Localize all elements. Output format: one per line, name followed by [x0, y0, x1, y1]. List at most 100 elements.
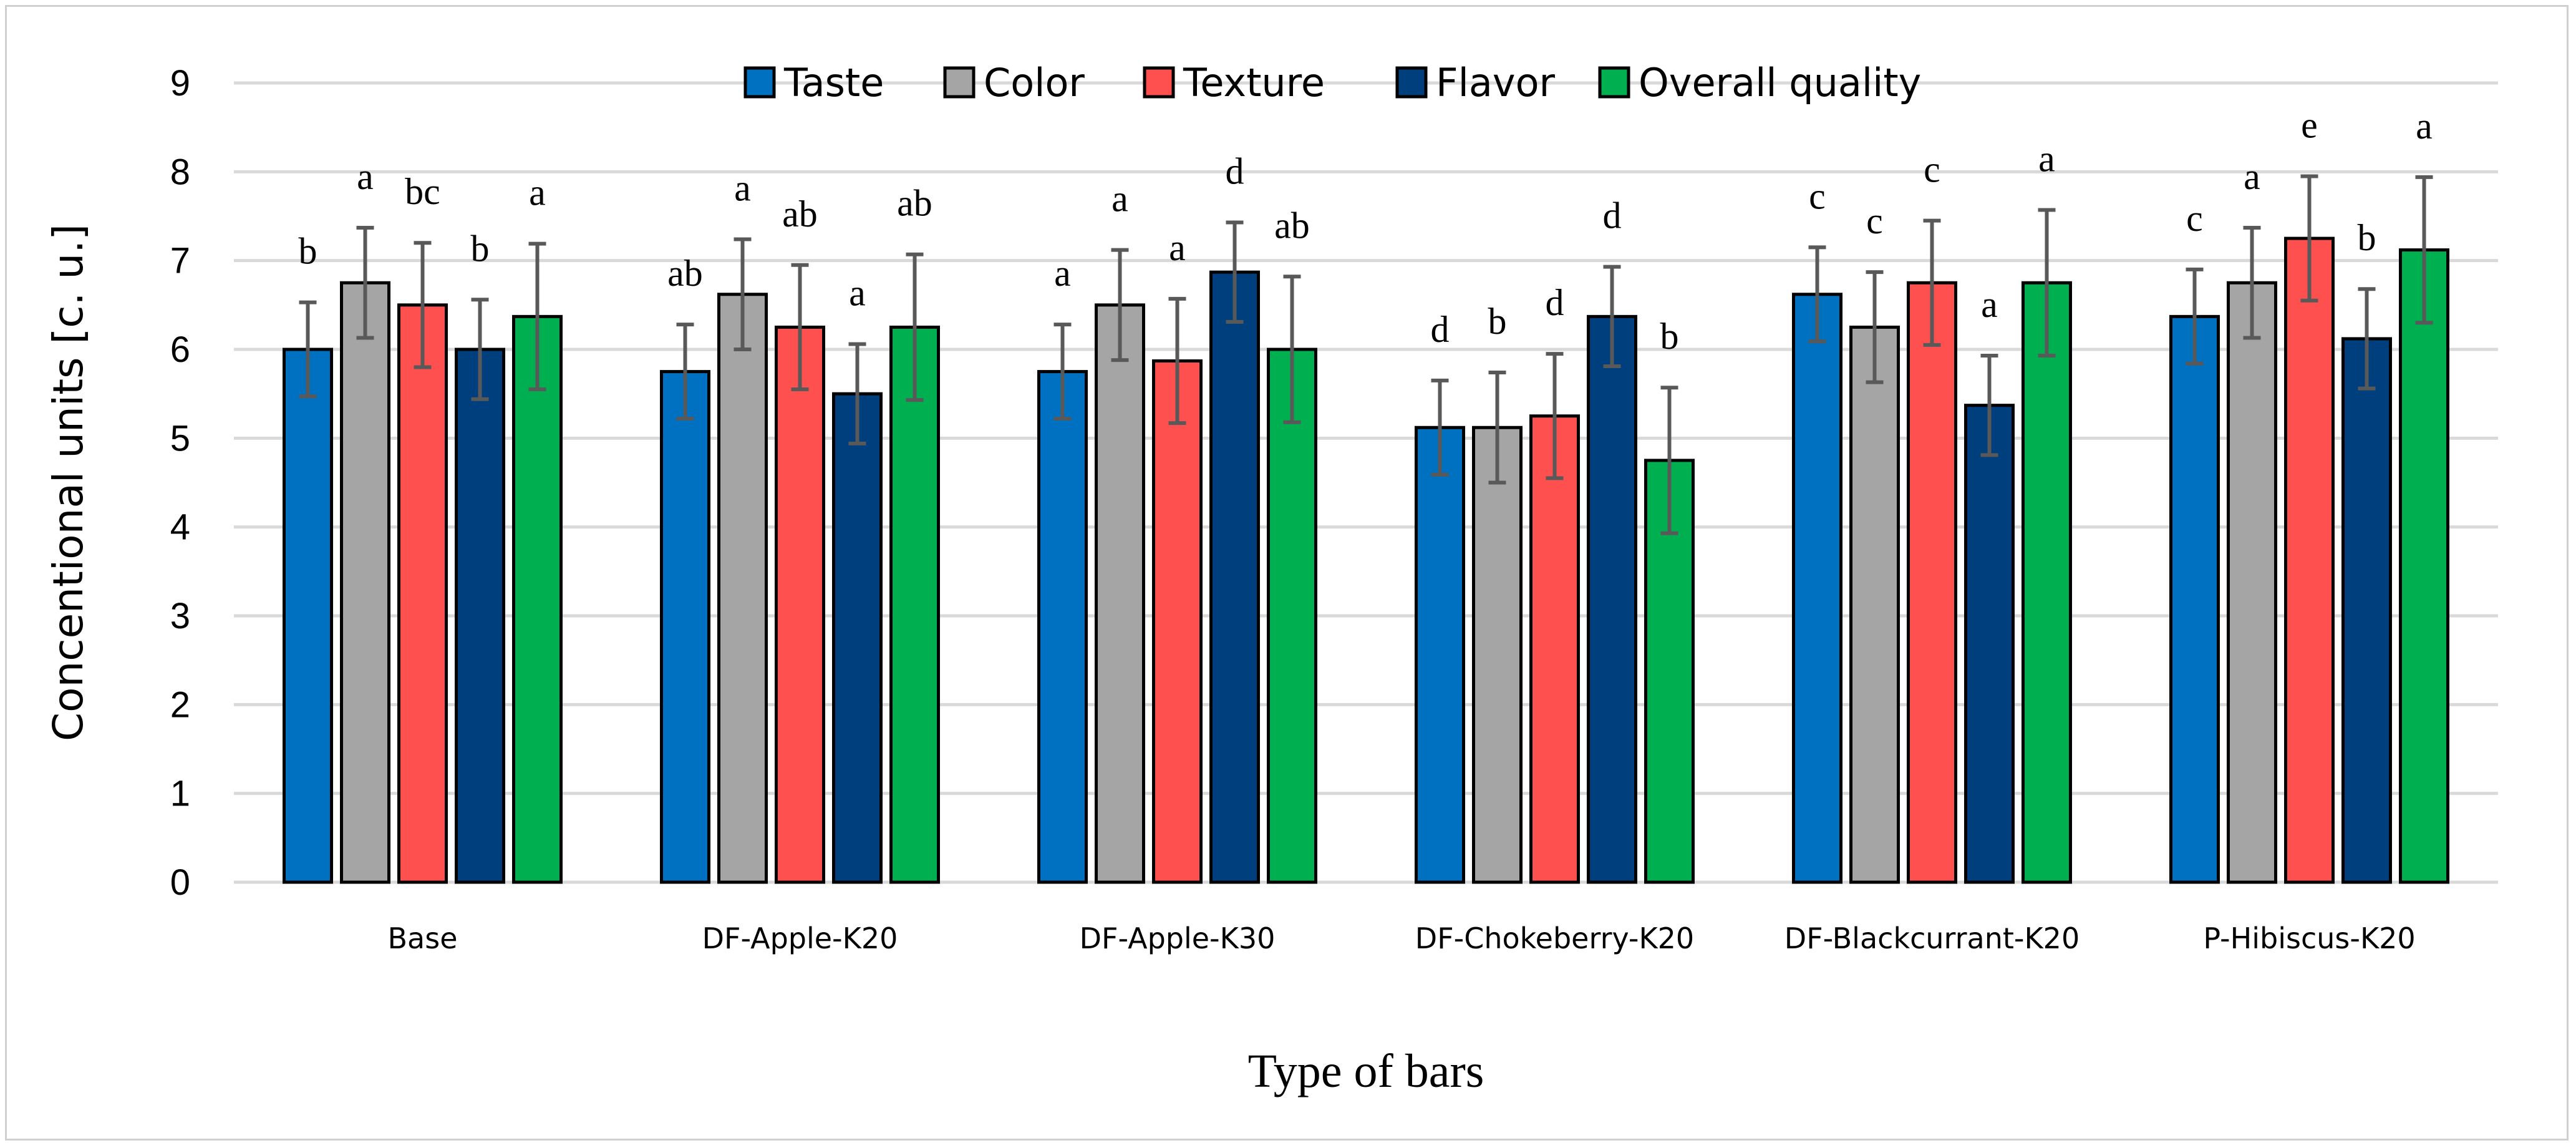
significance-letter: a — [734, 168, 751, 209]
significance-letter: c — [2186, 198, 2203, 239]
bar — [340, 281, 390, 884]
error-bar — [1053, 323, 1072, 421]
bar — [1907, 281, 1957, 884]
y-tick-label: 0 — [170, 862, 190, 903]
error-bar — [1980, 353, 1998, 457]
significance-letter: ab — [1274, 205, 1310, 246]
significance-letter: d — [1431, 309, 1450, 350]
error-bar — [356, 226, 374, 340]
error-bar — [2300, 174, 2318, 303]
x-tick-label: DF-Blackcurrant-K20 — [1784, 922, 2080, 955]
legend-swatch — [743, 66, 776, 99]
error-bar — [1866, 270, 1884, 384]
error-bar — [471, 298, 489, 401]
bar — [2399, 248, 2449, 884]
error-bar — [299, 300, 317, 399]
significance-letter: a — [1981, 284, 1998, 325]
bar — [1529, 414, 1580, 884]
legend: Taste Color Texture Flavor Overall quality — [743, 60, 1921, 105]
significance-letter: a — [1054, 253, 1071, 294]
error-bar — [791, 263, 809, 392]
bar — [775, 325, 825, 884]
bar — [2022, 281, 2072, 884]
error-bar — [1546, 352, 1564, 480]
significance-letter: b — [2358, 217, 2376, 258]
legend-swatch — [1143, 66, 1175, 99]
bar — [1964, 404, 2015, 884]
error-bars — [299, 174, 2433, 535]
bar — [512, 314, 563, 884]
significance-letter: a — [849, 272, 866, 313]
y-axis-title: Concentional units [c. u.] — [44, 224, 92, 741]
bar — [1152, 359, 1203, 884]
significance-letter: ab — [897, 183, 932, 224]
x-tick-label: DF-Chokeberry-K20 — [1415, 922, 1694, 955]
legend-item: Taste — [743, 60, 884, 105]
y-tick-label: 4 — [170, 507, 190, 548]
bar — [660, 370, 710, 884]
significance-letter: bc — [405, 171, 440, 212]
x-tick-label: DF-Apple-K30 — [1080, 922, 1276, 955]
significance-letter: b — [1488, 301, 1507, 342]
significance-letter: a — [529, 172, 546, 213]
legend-item: Flavor — [1395, 60, 1556, 105]
significance-letter: b — [299, 231, 317, 272]
bar — [397, 303, 448, 884]
y-tick-labels: 0 1 2 3 4 5 6 7 8 9 — [170, 63, 190, 903]
bar — [1472, 426, 1523, 884]
error-bar — [1660, 386, 1678, 535]
error-bar — [2243, 226, 2261, 340]
bar — [1095, 303, 1145, 884]
bar — [832, 392, 883, 884]
significance-letter: c — [1866, 200, 1883, 241]
error-bar — [734, 237, 752, 351]
error-bar — [676, 323, 694, 421]
significance-letter: a — [1111, 178, 1128, 220]
bar — [2284, 236, 2335, 884]
gridlines — [234, 81, 2498, 884]
error-bar — [528, 241, 546, 392]
x-tick-labels: Base DF-Apple-K20 DF-Apple-K30 DF-Chokeberr… — [387, 922, 2415, 955]
bar — [717, 293, 768, 884]
bar — [455, 348, 505, 884]
legend-swatch — [1598, 66, 1630, 99]
legend-label: Overall quality — [1639, 60, 1921, 105]
error-bar — [1111, 248, 1129, 362]
error-bar — [1226, 220, 1244, 324]
error-bar — [2186, 267, 2204, 366]
significance-letter: e — [2301, 104, 2318, 145]
significance-letter: ab — [782, 193, 818, 235]
legend-label: Flavor — [1436, 60, 1556, 105]
y-tick-label: 6 — [170, 329, 190, 370]
bar — [1267, 348, 1317, 884]
error-bar — [2038, 208, 2056, 358]
y-tick-label: 2 — [170, 684, 190, 725]
bar — [1415, 426, 1465, 884]
bar — [1037, 370, 1088, 884]
legend-item: Overall quality — [1598, 60, 1921, 105]
significance-letter: a — [2038, 139, 2055, 180]
y-tick-label: 5 — [170, 418, 190, 459]
error-bar — [1923, 218, 1941, 347]
significance-letter: a — [357, 156, 374, 197]
y-tick-label: 3 — [170, 596, 190, 636]
bar — [1792, 293, 1842, 884]
error-bar — [906, 252, 924, 402]
x-axis-title: Type of bars — [1248, 1045, 1484, 1097]
error-bar — [414, 241, 432, 369]
legend-label: Taste — [783, 60, 884, 105]
significance-letter: d — [1603, 195, 1622, 236]
significance-letter: ab — [667, 253, 703, 294]
bar — [889, 325, 940, 884]
x-tick-label: Base — [387, 922, 457, 955]
bar — [1849, 325, 1900, 884]
error-bar — [2358, 287, 2376, 391]
legend-label: Texture — [1183, 60, 1325, 105]
significance-letter: d — [1226, 150, 1244, 192]
significance-letter: a — [1169, 227, 1186, 268]
bar — [1587, 314, 1637, 884]
error-bar — [1603, 265, 1621, 369]
error-bar — [2415, 175, 2433, 325]
error-bar — [1283, 275, 1301, 424]
